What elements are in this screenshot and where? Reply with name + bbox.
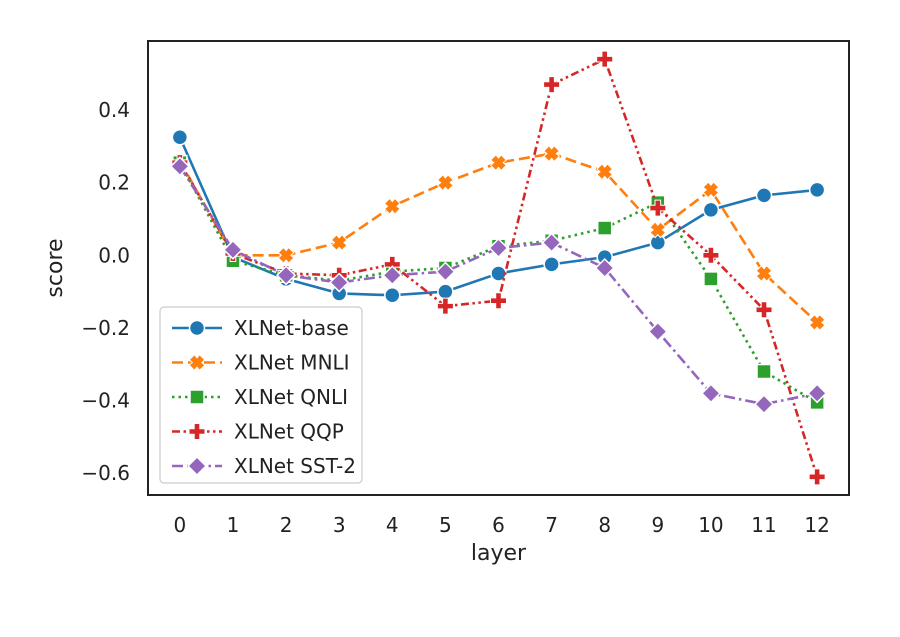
legend-marker xyxy=(188,319,206,337)
data-point xyxy=(703,271,719,287)
legend-item: XLNet-base xyxy=(172,316,349,340)
legend-label: XLNet-base xyxy=(234,316,349,340)
y-tick-label: −0.4 xyxy=(81,389,130,413)
x-tick-label: 7 xyxy=(545,513,558,537)
legend-item: XLNet SST-2 xyxy=(172,454,356,478)
series-group xyxy=(169,50,828,486)
legend-item: XLNet MNLI xyxy=(172,351,350,375)
legend: XLNet-base XLNet MNLI XLNet QNLI XLNet QQP X… xyxy=(159,306,363,484)
legend-marker xyxy=(188,423,206,440)
data-point xyxy=(436,174,454,192)
x-tick-label: 4 xyxy=(386,513,399,537)
data-point xyxy=(171,128,189,146)
data-point xyxy=(169,156,190,177)
legend-label: XLNet MNLI xyxy=(234,351,350,375)
y-axis-title: score xyxy=(43,238,68,297)
data-point xyxy=(488,237,509,259)
data-point xyxy=(222,239,244,260)
data-point xyxy=(753,394,775,415)
data-point xyxy=(435,261,456,282)
x-tick-label: 3 xyxy=(333,513,346,537)
x-tick-label: 10 xyxy=(698,513,723,537)
data-point xyxy=(596,163,614,181)
data-point xyxy=(649,199,667,217)
x-tick-label: 1 xyxy=(227,513,240,537)
y-tick-label: −0.6 xyxy=(81,461,130,485)
data-point xyxy=(382,265,403,286)
data-point xyxy=(383,197,401,215)
data-point xyxy=(808,181,826,199)
data-point xyxy=(541,232,562,253)
legend-box xyxy=(159,306,363,484)
data-point xyxy=(594,257,615,279)
legend-item: XLNet QQP xyxy=(172,420,344,444)
data-point xyxy=(807,383,828,404)
x-tick-label: 12 xyxy=(804,513,829,537)
legend-label: XLNet QNLI xyxy=(234,385,348,409)
data-point xyxy=(755,301,773,319)
data-point xyxy=(330,234,348,252)
legend-label: XLNet QQP xyxy=(234,420,344,444)
data-point xyxy=(490,292,507,310)
legend-marker xyxy=(189,389,205,405)
data-point xyxy=(702,181,720,199)
data-point xyxy=(702,246,720,264)
x-tick-label: 2 xyxy=(280,513,293,537)
data-point xyxy=(755,264,773,282)
data-point xyxy=(756,363,772,380)
data-point xyxy=(276,265,297,286)
data-point xyxy=(702,201,720,219)
data-point xyxy=(277,246,295,264)
series-4 xyxy=(169,156,828,415)
data-point xyxy=(436,297,454,315)
legend-item: XLNet QNLI xyxy=(172,385,348,409)
data-point xyxy=(755,187,773,204)
legend-marker xyxy=(188,353,206,372)
data-point xyxy=(808,468,826,486)
data-point xyxy=(543,76,561,94)
y-tick-label: 0.0 xyxy=(98,243,130,267)
x-tick-label: 8 xyxy=(598,513,611,537)
data-point xyxy=(437,283,454,300)
plot-frame xyxy=(147,40,850,496)
data-point xyxy=(649,221,667,239)
data-point xyxy=(647,321,668,342)
legend-label: XLNet SST-2 xyxy=(234,454,356,478)
x-tick-label: 0 xyxy=(173,513,186,537)
y-tick-labels: 0.4 0.2 0.0 −0.2 −0.4 −0.6 xyxy=(81,98,130,485)
data-point xyxy=(489,154,508,172)
data-point xyxy=(329,272,350,293)
x-tick-label: 5 xyxy=(439,513,452,537)
x-axis-title: layer xyxy=(471,541,527,566)
data-point xyxy=(384,286,401,304)
x-tick-labels: 0 1 2 3 4 5 6 7 8 9 10 11 12 xyxy=(173,513,829,537)
data-point xyxy=(700,383,721,404)
y-tick-label: 0.4 xyxy=(98,98,130,122)
data-point xyxy=(649,234,667,251)
x-tick-label: 9 xyxy=(651,513,664,537)
data-point xyxy=(596,50,614,68)
x-tick-label: 6 xyxy=(492,513,505,537)
legend-marker xyxy=(186,455,208,477)
data-point xyxy=(596,220,613,236)
data-point xyxy=(543,256,560,273)
data-point xyxy=(808,313,826,332)
y-tick-label: 0.2 xyxy=(98,171,130,195)
data-point xyxy=(543,145,561,163)
x-tick-label: 11 xyxy=(751,513,776,537)
y-tick-label: −0.2 xyxy=(81,316,130,340)
